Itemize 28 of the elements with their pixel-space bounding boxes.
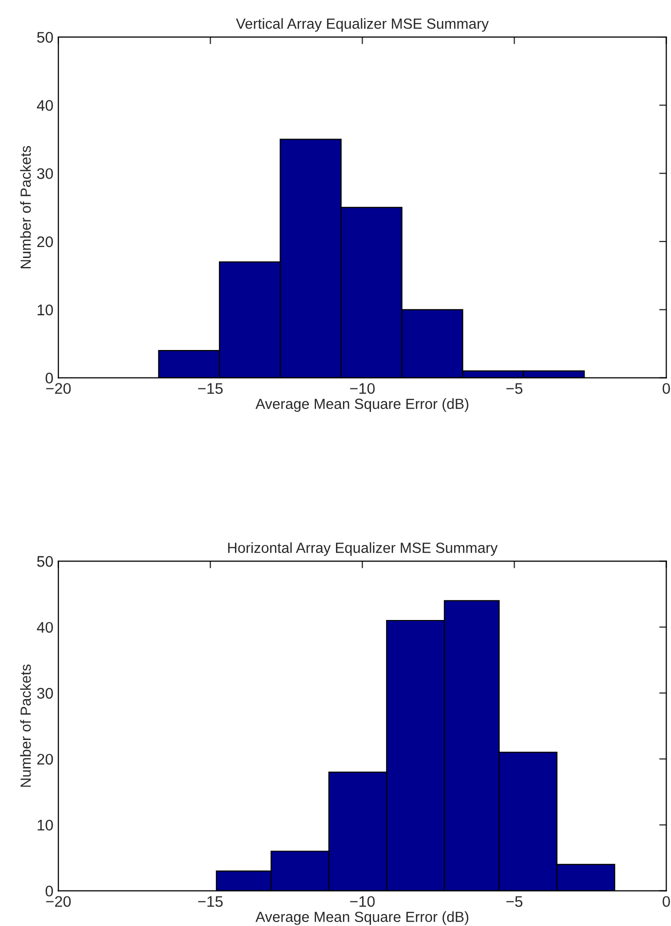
chart-title: Vertical Array Equalizer MSE Summary <box>236 18 489 32</box>
y-tick-label: 40 <box>36 100 53 111</box>
y-tick-label: 10 <box>38 820 53 831</box>
y-axis-title: Number of Packets <box>20 146 31 268</box>
x-tick-label: −15 <box>198 896 223 907</box>
x-tick-label: 0 <box>662 383 670 394</box>
y-tick-label: 20 <box>37 236 53 248</box>
y-tick-label: 20 <box>37 754 53 765</box>
x-tick-label: 0 <box>662 896 670 907</box>
y-tick-label: 30 <box>37 168 53 180</box>
x-axis-title: Average Mean Square Error (dB) <box>256 398 468 412</box>
y-tick-label: 0 <box>46 886 53 896</box>
x-tick-label: −10 <box>350 896 375 907</box>
x-tick-label: −20 <box>46 896 71 907</box>
x-tick-label: −5 <box>506 896 522 907</box>
y-tick-label: 30 <box>37 688 53 699</box>
y-tick-label: 0 <box>46 372 53 384</box>
y-tick-label: 50 <box>37 556 53 567</box>
y-tick-label: 10 <box>38 304 53 316</box>
y-axis-title: Number of Packets <box>20 664 31 787</box>
x-tick-label: −5 <box>506 383 522 394</box>
chart-title: Horizontal Array Equalizer MSE Summary <box>228 542 498 556</box>
x-tick-label: −10 <box>350 383 375 394</box>
x-axis-title: Average Mean Square Error (dB) <box>256 911 468 925</box>
x-tick-label: −15 <box>198 383 223 394</box>
x-tick-label: −20 <box>46 383 71 394</box>
y-tick-label: 40 <box>36 622 53 633</box>
y-tick-label: 50 <box>37 32 53 43</box>
